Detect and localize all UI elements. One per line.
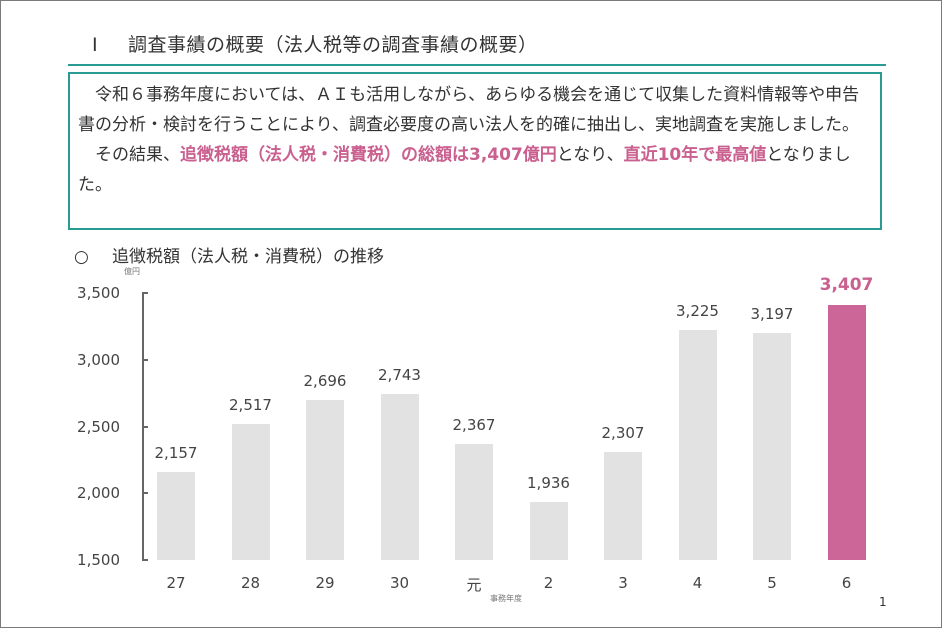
x-tick-label: 5 <box>767 574 777 592</box>
summary-p2-mid: となり、 <box>556 145 624 165</box>
x-axis-title: 事務年度 <box>490 594 522 603</box>
summary-p2-pre: その結果、 <box>95 145 180 165</box>
chart-heading-text: 追徴税額（法人税・消費税）の推移 <box>112 247 384 267</box>
x-tick-label: 2 <box>543 574 554 592</box>
bar-value-label: 3,407 <box>819 275 874 296</box>
x-tick-label: 29 <box>315 574 335 592</box>
x-tick-label: 6 <box>841 574 852 592</box>
bar-2 <box>529 501 568 560</box>
bar-value-label: 2,367 <box>452 416 496 435</box>
summary-highlight-record: 直近10年で最高値 <box>623 145 767 165</box>
y-tick-label: 2,500 <box>77 417 120 436</box>
x-tick-label: 27 <box>166 574 186 592</box>
y-tick-mark <box>142 559 148 561</box>
summary-paragraph-1-text: 令和６事務年度においては、ＡＩも活用しながら、あらゆる機会を通じて収集した資料情… <box>78 85 860 135</box>
bar-28 <box>231 424 270 560</box>
title-divider <box>68 64 886 66</box>
section-number: Ⅰ <box>92 34 99 56</box>
summary-paragraph-2: その結果、追徴税額（法人税・消費税）の総額は3,407億円となり、直近10年で最… <box>78 140 870 200</box>
bar-4 <box>678 329 717 560</box>
section-title: Ⅰ 調査事績の概要（法人税等の調査事績の概要） <box>92 30 538 57</box>
bar-value-label: 1,936 <box>527 473 570 492</box>
bar-value-label: 2,157 <box>154 444 198 463</box>
summary-box: 令和６事務年度においては、ＡＩも活用しながら、あらゆる機会を通じて収集した資料情… <box>68 72 882 230</box>
summary-highlight-total: 追徴税額（法人税・消費税）の総額は3,407億円 <box>180 145 557 165</box>
bar-value-label: 2,743 <box>378 366 421 385</box>
x-tick-label: 元 <box>466 576 482 594</box>
x-tick-label: 4 <box>692 574 703 592</box>
bar-value-label: 3,197 <box>750 305 794 324</box>
y-tick-mark <box>142 492 148 495</box>
bar-value-label: 2,517 <box>229 396 272 415</box>
x-tick-label: 3 <box>618 574 628 592</box>
section-title-text: 調査事績の概要（法人税等の調査事績の概要） <box>128 34 538 56</box>
y-tick-mark <box>142 292 148 294</box>
summary-paragraph-1: 令和６事務年度においては、ＡＩも活用しながら、あらゆる機会を通じて収集した資料情… <box>78 80 870 140</box>
bar-29 <box>306 400 344 560</box>
summary-p2-post: となりました。 <box>78 145 851 195</box>
x-tick-label: 28 <box>240 574 261 592</box>
page-number: 1 <box>879 595 887 609</box>
bar-3 <box>604 452 642 560</box>
bar-value-label: 3,225 <box>676 301 719 320</box>
y-tick-mark <box>142 358 148 361</box>
y-tick-label: 1,500 <box>77 551 120 569</box>
bar-value-label: 2,696 <box>303 372 347 391</box>
bar-6 <box>827 305 866 560</box>
y-tick-label: 3,000 <box>77 350 120 369</box>
chart-heading: ○ 追徴税額（法人税・消費税）の推移 <box>74 242 384 267</box>
bar-27 <box>157 472 195 560</box>
y-tick-mark <box>142 425 148 428</box>
bar-元 <box>455 444 493 560</box>
x-tick-label: 30 <box>389 574 410 592</box>
y-tick-label: 3,500 <box>77 284 120 302</box>
bar-5 <box>753 333 791 560</box>
bar-value-label: 2,307 <box>601 424 645 443</box>
y-axis-unit: 億円 <box>124 267 140 276</box>
bar-30 <box>380 394 419 560</box>
y-tick-label: 2,000 <box>77 484 120 503</box>
circle-bullet-icon: ○ <box>74 247 89 267</box>
